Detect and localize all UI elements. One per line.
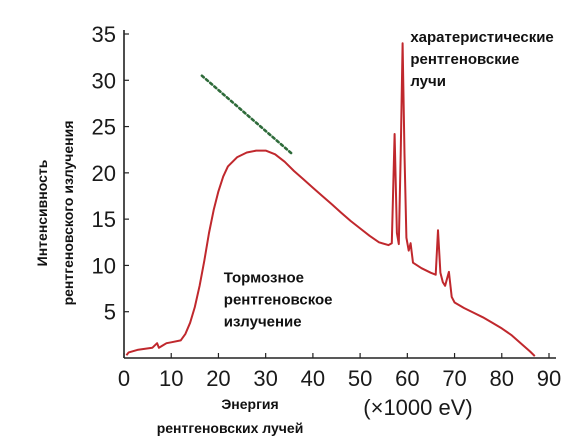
annotation-1: харатеристические рентгеновские лучи [410,29,553,90]
x-tick-label: 50 [348,366,372,391]
x-tick-label: 0 [118,366,130,391]
x-tick-label: 20 [206,366,230,391]
series-dotted-line [200,74,294,156]
y-tick-label: 5 [104,300,116,325]
annotation-2-line-2: рентгеновское [224,292,333,309]
tick-labels: 0 10 20 30 40 50 60 70 80 90 5 10 15 20 25 30 35 [92,22,562,391]
x-tick-label: 80 [490,366,514,391]
series-spectrum-curve [125,42,536,357]
annotation-2-line-3: излучение [224,314,302,331]
series-layer [125,42,536,357]
x-axis-label-line-2: рентгеновских лучей [157,420,304,436]
x-tick-label: 30 [253,366,277,391]
x-tick-label: 10 [159,366,183,391]
y-axis-label-line-2: рентгеновского излучения [60,121,76,306]
annotations: харатеристические рентгеновские лучи Тормоз… [224,29,554,331]
y-tick-label: 15 [92,207,116,232]
x-axis-label-line-1: Энергия [221,396,278,412]
annotation-1-line-1: харатеристические [410,29,553,46]
y-tick-label: 20 [92,161,116,186]
x-tick-label: 60 [395,366,419,391]
x-unit-label: (×1000 eV) [363,395,472,420]
axes [123,30,556,359]
annotation-1-line-3: лучи [410,73,446,90]
y-tick-label: 35 [92,22,116,47]
x-tick-label: 90 [537,366,561,391]
y-axis-label-line-1: Интенсивность [34,159,50,266]
annotation-1-line-2: рентгеновские [410,51,519,68]
x-tick-label: 70 [442,366,466,391]
x-tick-label: 40 [301,366,325,391]
y-tick-label: 25 [92,115,116,140]
annotation-2: Тормозное рентгеновское излучение [224,270,333,331]
annotation-2-line-1: Тормозное [224,270,304,287]
y-tick-label: 30 [92,68,116,93]
y-tick-label: 10 [92,253,116,278]
